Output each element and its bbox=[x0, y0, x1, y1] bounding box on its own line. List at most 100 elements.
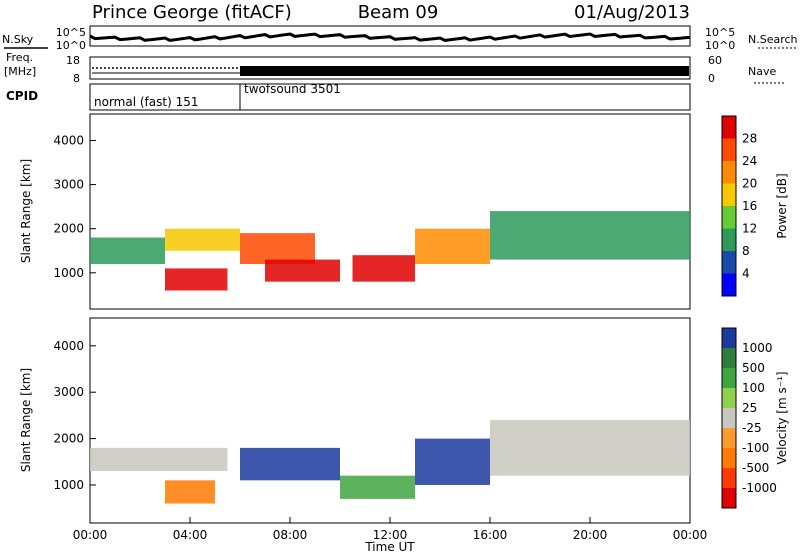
power-colorbar-tick-label: 24 bbox=[742, 154, 757, 168]
noise-tick-right-high: 10^5 bbox=[705, 26, 735, 39]
time-tick-label: 12:00 bbox=[373, 528, 408, 542]
power-ylabel: Slant Range [km] bbox=[19, 159, 33, 263]
freq-tick-high: 18 bbox=[66, 54, 80, 67]
power-colorbar: 28 24 20 16 12 8 4 Power [dB] bbox=[721, 115, 789, 297]
power-regions bbox=[90, 211, 690, 291]
beam-label: Beam 09 bbox=[358, 2, 439, 23]
power-colorbar-segment bbox=[722, 161, 736, 184]
velocity-y-ticks: 4000 3000 2000 1000 bbox=[53, 339, 96, 492]
power-colorbar-segment bbox=[722, 138, 736, 162]
power-colorbar-label: Power [dB] bbox=[775, 173, 789, 238]
power-region bbox=[165, 228, 240, 251]
velocity-colorbar-segment bbox=[722, 428, 736, 449]
velocity-colorbar-tick-label: -25 bbox=[742, 421, 762, 435]
velocity-colorbar-segment bbox=[722, 388, 736, 409]
nave-tick-high: 60 bbox=[708, 54, 722, 67]
noise-panel: N.Sky N.Search 10^5 10^0 10^5 10^0 bbox=[2, 25, 798, 52]
nave-label: Nave bbox=[748, 65, 776, 78]
power-region bbox=[490, 211, 690, 260]
power-colorbar-tick-label: 4 bbox=[742, 267, 750, 281]
time-axis-label: Time UT bbox=[364, 540, 415, 554]
velocity-colorbar-tick-label: 500 bbox=[742, 361, 765, 375]
freq-unit-label: [MHz] bbox=[4, 65, 36, 78]
velocity-y-tick-label: 3000 bbox=[53, 385, 84, 399]
velocity-colorbar-segment bbox=[722, 408, 736, 429]
velocity-colorbar-tick-label: -100 bbox=[742, 441, 769, 455]
power-colorbar-segment bbox=[722, 273, 736, 297]
freq-label: Freq. bbox=[6, 51, 33, 64]
noise-tick-right-low: 10^0 bbox=[705, 39, 735, 52]
twofsound-frequency-band bbox=[240, 66, 689, 76]
velocity-colorbar-label: Velocity [m s⁻¹] bbox=[775, 371, 789, 464]
velocity-regions bbox=[90, 420, 690, 504]
velocity-colorbar: 1000 500 100 25 -25 -100 -500 -1000 Velocity [m… bbox=[721, 327, 789, 509]
noise-trace bbox=[89, 32, 691, 42]
time-tick-label: 04:00 bbox=[173, 528, 208, 542]
velocity-ylabel: Slant Range [km] bbox=[19, 368, 33, 472]
freq-tick-low: 8 bbox=[73, 72, 80, 85]
velocity-colorbar-segment bbox=[722, 328, 736, 349]
date-label: 01/Aug/2013 bbox=[574, 2, 690, 23]
nave-tick-low: 0 bbox=[708, 72, 715, 85]
velocity-colorbar-segment bbox=[722, 448, 736, 469]
power-colorbar-segment bbox=[722, 228, 736, 252]
velocity-colorbar-tick-label: 25 bbox=[742, 401, 757, 415]
velocity-region bbox=[90, 447, 228, 472]
time-tick-label: 00:00 bbox=[673, 528, 708, 542]
power-y-tick-label: 1000 bbox=[53, 266, 84, 280]
power-colorbar-segment bbox=[722, 183, 736, 207]
power-region bbox=[415, 228, 490, 264]
velocity-panel: 4000 3000 2000 1000 00:00 04:00 08:00 12:00 16:… bbox=[19, 317, 708, 554]
velocity-colorbar-segment bbox=[722, 488, 736, 509]
velocity-y-tick-label: 1000 bbox=[53, 478, 84, 492]
power-panel: 4000 3000 2000 1000 Slant Range [km] bbox=[19, 113, 691, 310]
cpid-segment-normal: normal (fast) 151 bbox=[94, 95, 198, 109]
velocity-region bbox=[490, 420, 690, 476]
power-region bbox=[90, 237, 165, 264]
velocity-region bbox=[165, 480, 215, 504]
power-region bbox=[352, 255, 415, 282]
velocity-colorbar-segment bbox=[722, 368, 736, 389]
power-colorbar-tick-label: 20 bbox=[742, 177, 757, 191]
power-colorbar-tick-label: 8 bbox=[742, 244, 750, 258]
velocity-colorbar-tick-label: 1000 bbox=[742, 341, 773, 355]
power-region bbox=[240, 233, 315, 264]
frequency-panel: Freq. [MHz] Nave 18 8 60 0 bbox=[4, 51, 784, 85]
power-colorbar-tick-label: 28 bbox=[742, 132, 757, 146]
time-tick-label: 08:00 bbox=[273, 528, 308, 542]
cpid-label: CPID bbox=[6, 89, 38, 103]
velocity-colorbar-segment bbox=[722, 348, 736, 369]
nsearch-label: N.Search bbox=[748, 33, 798, 46]
power-region bbox=[165, 268, 228, 291]
velocity-colorbar-tick-label: -500 bbox=[742, 461, 769, 475]
power-colorbar-tick-label: 12 bbox=[742, 222, 757, 236]
velocity-region bbox=[340, 475, 415, 499]
cpid-segment-twofsound: twofsound 3501 bbox=[244, 82, 341, 96]
power-colorbar-tick-label: 16 bbox=[742, 199, 757, 213]
power-colorbar-segment bbox=[722, 206, 736, 229]
power-y-tick-label: 2000 bbox=[53, 222, 84, 236]
velocity-colorbar-segment bbox=[722, 468, 736, 489]
power-colorbar-segment bbox=[722, 251, 736, 274]
time-tick-label: 16:00 bbox=[473, 528, 508, 542]
velocity-x-ticks: 00:00 04:00 08:00 12:00 16:00 20:00 00:00 bbox=[73, 517, 708, 542]
time-tick-label: 00:00 bbox=[73, 528, 108, 542]
velocity-colorbar-tick-label: 100 bbox=[742, 381, 765, 395]
power-y-tick-label: 3000 bbox=[53, 178, 84, 192]
station-title: Prince George (fitACF) bbox=[92, 2, 292, 23]
power-region bbox=[265, 259, 340, 282]
velocity-colorbar-tick-label: -1000 bbox=[742, 481, 777, 495]
time-tick-label: 20:00 bbox=[573, 528, 608, 542]
nsky-label: N.Sky bbox=[2, 33, 34, 46]
power-colorbar-segment bbox=[722, 116, 736, 139]
cpid-panel: CPID normal (fast) 151 twofsound 3501 bbox=[6, 82, 691, 111]
velocity-y-tick-label: 2000 bbox=[53, 432, 84, 446]
power-y-ticks: 4000 3000 2000 1000 bbox=[53, 133, 96, 280]
noise-tick-left-high: 10^5 bbox=[56, 26, 86, 39]
power-y-tick-label: 4000 bbox=[53, 133, 84, 147]
velocity-y-tick-label: 4000 bbox=[53, 339, 84, 353]
velocity-region bbox=[415, 438, 490, 485]
noise-tick-left-low: 10^0 bbox=[56, 39, 86, 52]
velocity-region bbox=[240, 447, 340, 481]
